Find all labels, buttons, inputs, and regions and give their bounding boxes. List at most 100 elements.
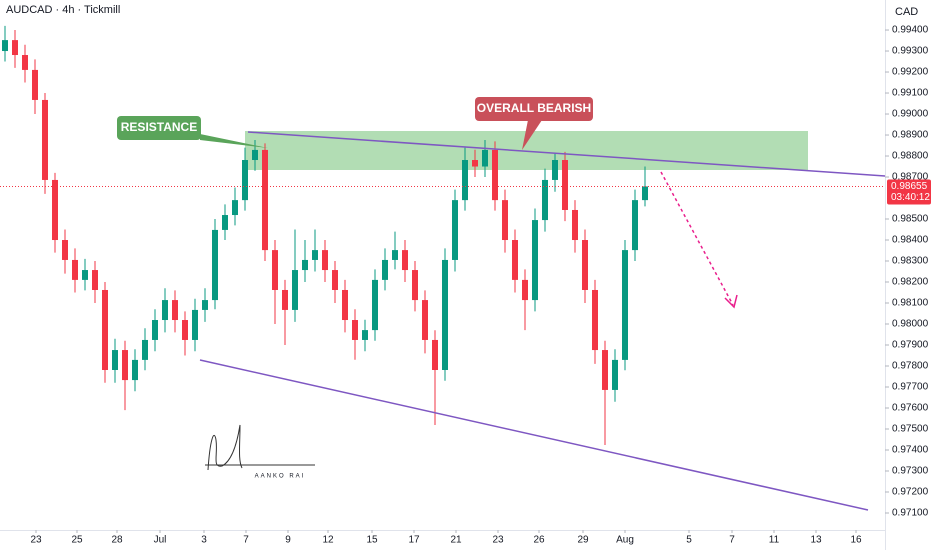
- candle-body: [342, 289, 348, 321]
- y-tick-label: 0.97800: [892, 361, 929, 372]
- y-tick-label: 0.97900: [892, 340, 929, 351]
- candle-body: [262, 149, 268, 251]
- x-tick-label: 3: [201, 535, 207, 546]
- y-tick-label: 0.98100: [892, 298, 929, 309]
- y-tick-label: 0.97400: [892, 445, 929, 456]
- candle-body: [102, 289, 108, 370]
- candle-body: [442, 259, 448, 370]
- y-tick-label: 0.98700: [892, 172, 929, 183]
- y-tick-label: 0.98200: [892, 277, 929, 288]
- last-price-box: [887, 179, 931, 205]
- candle-body: [92, 270, 98, 290]
- candle-body: [352, 320, 358, 340]
- upper-trendline: [247, 131, 886, 177]
- x-tick-label: 13: [810, 535, 822, 546]
- candle-body: [162, 300, 168, 321]
- candle-body: [242, 160, 248, 201]
- bearish-box: [475, 97, 593, 121]
- candle-body: [72, 259, 78, 280]
- candle-body: [82, 270, 88, 280]
- candle-body: [602, 350, 608, 390]
- candle-body: [372, 279, 378, 331]
- candle-body: [392, 250, 398, 260]
- candle-body: [472, 160, 478, 167]
- y-tick-label: 0.99400: [892, 25, 929, 36]
- candle-body: [272, 250, 278, 290]
- candles: [2, 25, 648, 445]
- x-tick-label: 7: [729, 535, 735, 546]
- countdown: 03:40:12: [891, 192, 930, 203]
- candle-body: [572, 209, 578, 241]
- y-tick-label: 0.97300: [892, 466, 929, 477]
- y-tick-label: 0.97700: [892, 382, 929, 393]
- candle-body: [112, 350, 118, 370]
- resistance-label: RESISTANCE: [121, 120, 197, 134]
- candle-body: [632, 200, 638, 251]
- candle-body: [212, 229, 218, 301]
- y-tick-label: 0.98300: [892, 256, 929, 267]
- y-tick-label: 0.97500: [892, 424, 929, 435]
- y-tick-label: 0.99300: [892, 46, 929, 57]
- x-tick-label: 12: [322, 535, 334, 546]
- resistance-box: [117, 116, 201, 140]
- candle-body: [302, 259, 308, 271]
- x-tick-label: 23: [492, 535, 504, 546]
- candle-body: [382, 259, 388, 280]
- last-price-label: 0.98655: [891, 181, 928, 192]
- candle-body: [362, 330, 368, 340]
- x-tick-label: 17: [408, 535, 420, 546]
- candle-body: [412, 270, 418, 301]
- candle-body: [462, 160, 468, 201]
- x-tick-label: 5: [686, 535, 692, 546]
- candle-body: [522, 279, 528, 301]
- y-tick-label: 0.98000: [892, 319, 929, 330]
- bearish-pointer: [522, 120, 542, 150]
- candle-body: [532, 220, 538, 301]
- candle-body: [422, 300, 428, 340]
- y-tick-label: 0.99100: [892, 88, 929, 99]
- candle-body: [552, 160, 558, 180]
- x-tick-label: 11: [769, 535, 780, 546]
- candle-body: [312, 250, 318, 260]
- y-tick-label: 0.98400: [892, 235, 929, 246]
- signature-scribble: [205, 424, 315, 471]
- lower-trendline: [199, 359, 869, 511]
- candle-body: [292, 270, 298, 310]
- candle-body: [22, 55, 28, 70]
- candle-body: [622, 250, 628, 360]
- resistance-pointer: [200, 134, 268, 148]
- x-tick-label: 16: [850, 535, 862, 546]
- candle-body: [512, 240, 518, 280]
- bearish-label: OVERALL BEARISH: [477, 101, 591, 115]
- y-tick-label: 0.97200: [892, 487, 929, 498]
- x-tick-label: 7: [243, 535, 249, 546]
- candle-body: [62, 240, 68, 260]
- candle-body: [12, 40, 18, 56]
- candle-body: [282, 289, 288, 310]
- candle-body: [612, 359, 618, 390]
- candle-body: [332, 270, 338, 290]
- x-tick-label: 9: [285, 535, 291, 546]
- y-tick-label: 0.98900: [892, 130, 929, 141]
- y-tick-label: 0.97100: [892, 508, 929, 519]
- x-tick-label: 29: [577, 535, 589, 546]
- currency: CAD: [895, 6, 918, 18]
- x-tick-label: 23: [30, 535, 42, 546]
- candle-body: [492, 149, 498, 201]
- signature: AANKO RAI: [255, 474, 306, 480]
- candle-body: [132, 359, 138, 381]
- y-tick-label: 0.97600: [892, 403, 929, 414]
- candle-body: [432, 339, 438, 370]
- x-tick-label: 26: [533, 535, 545, 546]
- candle-body: [402, 250, 408, 271]
- candle-body: [142, 339, 148, 360]
- candle-body: [542, 179, 548, 221]
- candle-body: [122, 350, 128, 381]
- candle-body: [232, 200, 238, 216]
- candle-body: [182, 320, 188, 340]
- x-tick-label: 21: [450, 535, 462, 546]
- candle-body: [52, 179, 58, 241]
- candle-body: [32, 69, 38, 100]
